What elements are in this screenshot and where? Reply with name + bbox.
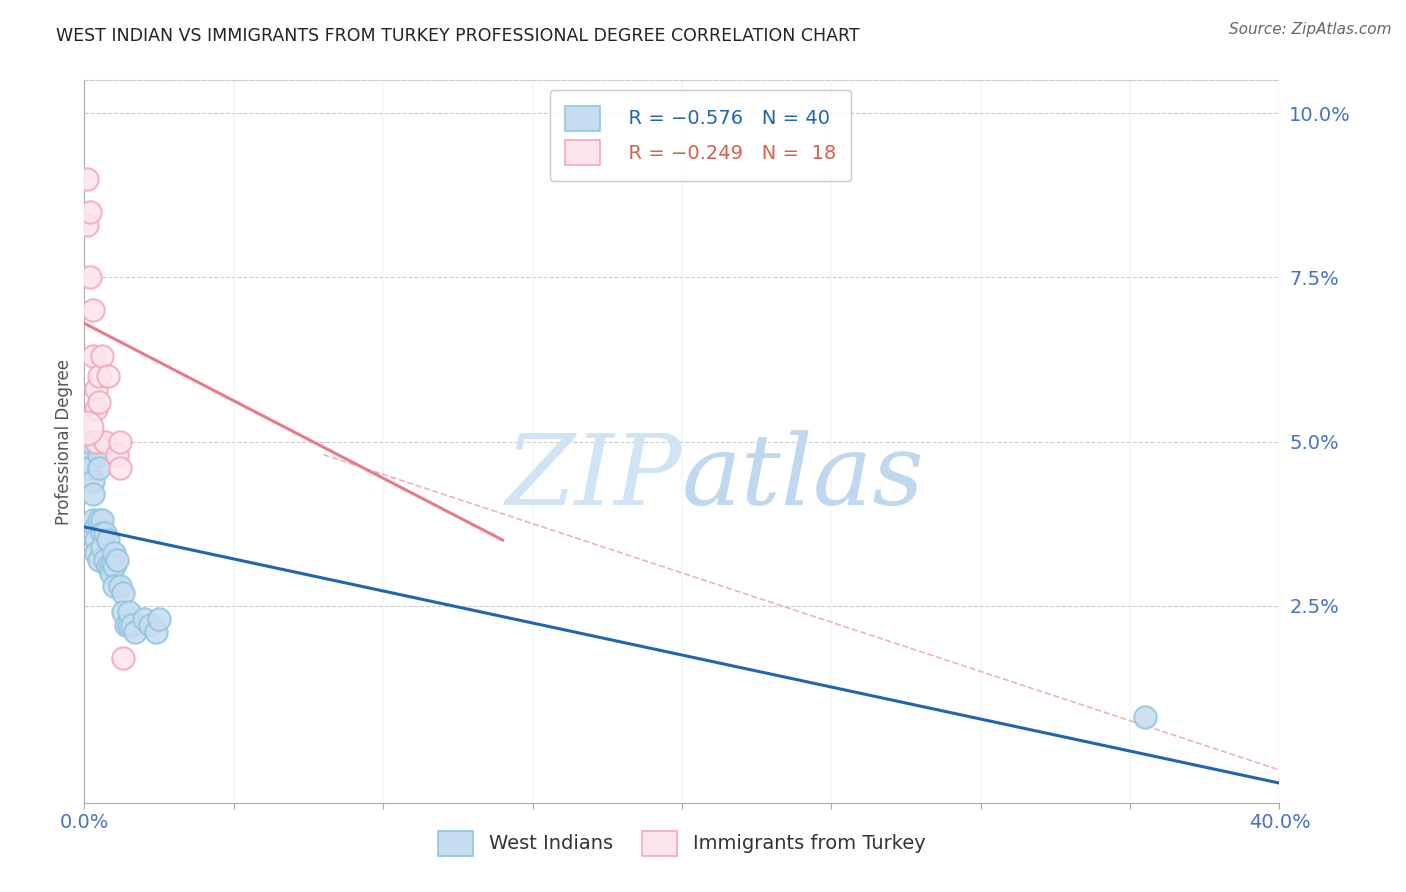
Text: atlas: atlas: [682, 430, 925, 525]
Point: [1133, 710, 1156, 724]
Point: [86, 382, 108, 396]
Point: [100, 566, 122, 580]
Point: [112, 585, 135, 599]
Point: [89, 395, 111, 409]
Point: [91, 540, 114, 554]
Point: [105, 553, 128, 567]
Point: [100, 559, 122, 574]
Point: [97, 533, 120, 547]
Point: [79, 270, 101, 285]
Point: [76, 218, 98, 232]
Point: [82, 349, 104, 363]
Point: [112, 605, 135, 619]
Point: [91, 526, 114, 541]
Point: [76, 171, 98, 186]
Point: [145, 625, 167, 640]
Point: [89, 553, 111, 567]
Point: [86, 401, 108, 416]
Text: ZIP: ZIP: [506, 430, 682, 525]
Point: [91, 349, 114, 363]
Point: [89, 513, 111, 527]
Point: [86, 546, 108, 560]
Text: Source: ZipAtlas.com: Source: ZipAtlas.com: [1229, 22, 1392, 37]
Point: [86, 520, 108, 534]
Point: [148, 612, 170, 626]
Text: WEST INDIAN VS IMMIGRANTS FROM TURKEY PROFESSIONAL DEGREE CORRELATION CHART: WEST INDIAN VS IMMIGRANTS FROM TURKEY PR…: [56, 27, 860, 45]
Point: [89, 448, 111, 462]
Point: [105, 448, 128, 462]
Point: [112, 651, 135, 665]
Point: [115, 618, 138, 632]
Point: [94, 553, 117, 567]
Point: [94, 526, 117, 541]
Point: [89, 368, 111, 383]
Point: [79, 460, 101, 475]
Point: [86, 533, 108, 547]
Point: [121, 618, 143, 632]
Point: [82, 487, 104, 501]
Point: [139, 618, 162, 632]
Point: [110, 434, 132, 449]
Point: [103, 546, 125, 560]
Point: [75, 421, 97, 435]
Point: [124, 625, 146, 640]
Point: [82, 513, 104, 527]
Point: [110, 579, 132, 593]
Point: [82, 303, 104, 318]
Point: [118, 605, 141, 619]
Point: [132, 612, 156, 626]
Point: [76, 460, 98, 475]
Point: [118, 618, 141, 632]
Y-axis label: Professional Degree: Professional Degree: [55, 359, 73, 524]
Point: [103, 579, 125, 593]
Point: [97, 368, 120, 383]
Point: [76, 448, 98, 462]
Legend: West Indians, Immigrants from Turkey: West Indians, Immigrants from Turkey: [429, 821, 935, 865]
Point: [79, 434, 101, 449]
Point: [82, 474, 104, 488]
Point: [89, 460, 111, 475]
Point: [103, 559, 125, 574]
Point: [86, 434, 108, 449]
Point: [110, 460, 132, 475]
Point: [97, 559, 120, 574]
Point: [79, 204, 101, 219]
Point: [91, 513, 114, 527]
Point: [94, 434, 117, 449]
